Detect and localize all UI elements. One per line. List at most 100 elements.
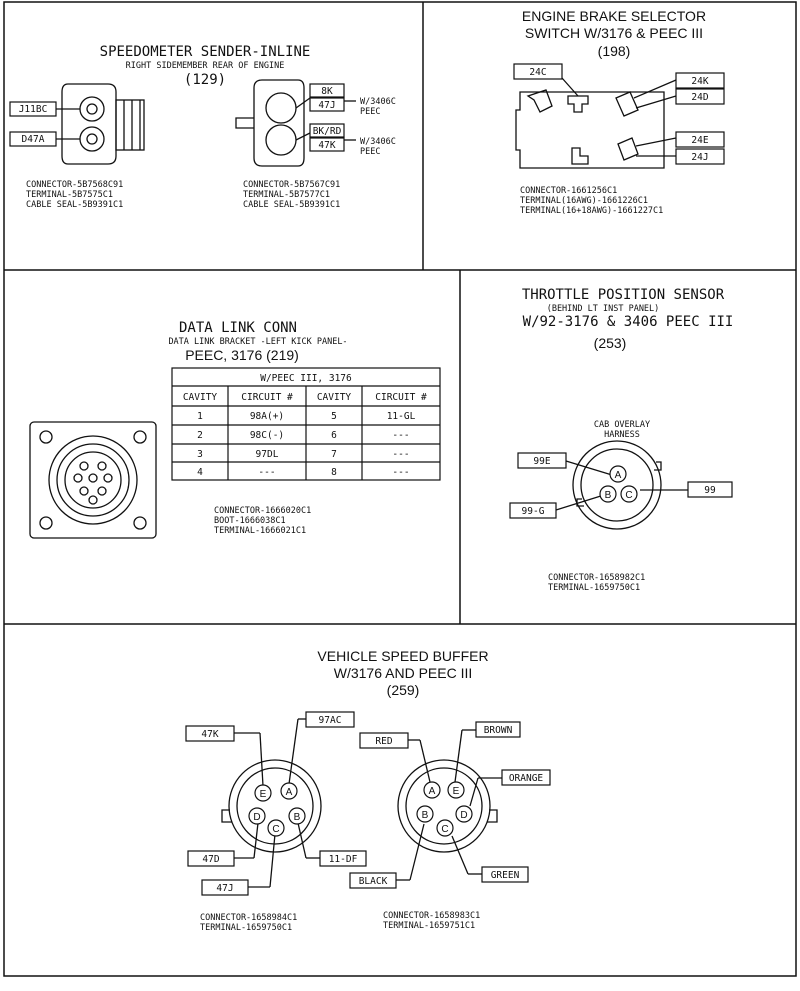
speedometer-note2b: PEEC <box>360 147 380 157</box>
pin-label: C <box>272 824 279 835</box>
wire-label-47j: 47J <box>318 100 335 111</box>
data-link-part: TERMINAL-1666021C1 <box>214 526 306 536</box>
speedometer-left-part: TERMINAL-5B7575C1 <box>26 190 113 200</box>
pin-label: B <box>422 810 429 821</box>
wire-label-47k: 47K <box>318 140 335 151</box>
table-header-cell: CAVITY <box>183 392 218 403</box>
wire-label-green: GREEN <box>491 870 520 881</box>
wire-label-black: BLACK <box>359 876 388 887</box>
throttle-subtitle: (BEHIND LT INST PANEL) <box>547 304 660 314</box>
speedometer-title: SPEEDOMETER SENDER-INLINE <box>100 44 311 60</box>
speedometer-right-connector <box>235 79 356 167</box>
speedometer-right-part: TERMINAL-5B7577C1 <box>243 190 330 200</box>
pin-label: E <box>453 786 460 797</box>
speedometer-note2: W/3406C <box>360 137 396 147</box>
pin-label: B <box>605 490 612 501</box>
pin-label: D <box>253 812 260 823</box>
wire-label-47k: 47K <box>201 729 218 740</box>
data-link-part: CONNECTOR-1666020C1 <box>214 506 311 516</box>
table-cell: 98C(-) <box>250 430 284 441</box>
table-cell: --- <box>392 430 409 441</box>
speedometer-left-part: CONNECTOR-5B7568C91 <box>26 180 123 190</box>
table-header-cell: CAVITY <box>317 392 352 403</box>
table-header-cell: CIRCUIT # <box>375 392 427 403</box>
table-cell: 6 <box>331 430 337 441</box>
table-cell: 98A(+) <box>250 411 284 422</box>
wire-label-red: RED <box>375 736 392 747</box>
throttle-harness: HARNESS <box>604 430 640 440</box>
data-link-table <box>171 367 441 481</box>
table-cell: 97DL <box>256 449 279 460</box>
throttle-part: TERMINAL-1659750C1 <box>548 583 640 593</box>
speedometer-note1: W/3406C <box>360 97 396 107</box>
vsb-left-part: CONNECTOR-1658984C1 <box>200 913 297 923</box>
vsb-title2: W/3176 AND PEEC III <box>334 665 473 681</box>
table-header-cell: CIRCUIT # <box>241 392 293 403</box>
wire-label-99: 99 <box>704 485 716 496</box>
wire-label-24c: 24C <box>529 67 546 78</box>
vsb-ref: (259) <box>387 682 420 698</box>
pin-label: C <box>441 824 448 835</box>
wire-label-8k: 8K <box>321 86 333 97</box>
wire-label-bk-rd: BK/RD <box>313 126 342 137</box>
speedometer-left-connector <box>56 83 145 165</box>
pin-label: A <box>286 787 293 798</box>
table-cell: 3 <box>197 449 203 460</box>
wire-label-box <box>9 131 57 147</box>
engine-brake-part: CONNECTOR-1661256C1 <box>520 186 617 196</box>
vsb-right-part: TERMINAL-1659751C1 <box>383 921 475 931</box>
wire-label-99e: 99E <box>533 456 550 467</box>
wire-label-brown: BROWN <box>484 725 513 736</box>
data-link-part: BOOT-1666038C1 <box>214 516 286 526</box>
table-cell: 8 <box>331 467 337 478</box>
vsb-title1: VEHICLE SPEED BUFFER <box>317 648 488 664</box>
wire-label-11df: 11-DF <box>329 854 358 865</box>
vsb-left-connector <box>221 718 322 888</box>
pin-label: E <box>260 789 267 800</box>
wire-label-24j: 24J <box>691 152 708 163</box>
wire-label-99g: 99-G <box>522 506 545 517</box>
data-link-title: DATA LINK CONN <box>179 320 297 336</box>
wire-label-24k: 24K <box>691 76 708 87</box>
speedometer-note1b: PEEC <box>360 107 380 117</box>
data-link-subtitle: DATA LINK BRACKET -LEFT KICK PANEL- <box>168 337 347 347</box>
vsb-right-part: CONNECTOR-1658983C1 <box>383 911 480 921</box>
throttle-title: THROTTLE POSITION SENSOR <box>522 287 725 303</box>
wire-label-24d: 24D <box>691 92 708 103</box>
wire-label-box <box>9 101 57 117</box>
data-link-connector <box>29 421 157 539</box>
throttle-ref: (253) <box>594 335 627 351</box>
wire-label-47d: 47D <box>202 854 219 865</box>
engine-brake-part: TERMINAL(16+18AWG)-1661227C1 <box>520 206 663 216</box>
pin-label: A <box>429 786 436 797</box>
table-cell: --- <box>392 449 409 460</box>
speedometer-subtitle: RIGHT SIDEMEMBER REAR OF ENGINE <box>126 61 285 71</box>
pin-label: C <box>625 490 632 501</box>
engine-brake-title1: ENGINE BRAKE SELECTOR <box>522 8 706 24</box>
table-cell: 2 <box>197 430 203 441</box>
wire-label-orange: ORANGE <box>509 773 544 784</box>
table-cell: 1 <box>197 411 203 422</box>
throttle-connector <box>555 440 688 530</box>
wire-label-97ac: 97AC <box>319 715 342 726</box>
engine-brake-switch <box>515 77 677 169</box>
speedometer-right-part: CABLE SEAL-5B9391C1 <box>243 200 340 210</box>
speedometer-right-part: CONNECTOR-5B7567C91 <box>243 180 340 190</box>
table-cell: 7 <box>331 449 337 460</box>
table-cell: --- <box>258 467 275 478</box>
table-cell: 11-GL <box>387 411 416 422</box>
throttle-harness: CAB OVERLAY <box>594 420 650 430</box>
wire-label-47j: 47J <box>216 883 233 894</box>
table-cell: --- <box>392 467 409 478</box>
engine-brake-part: TERMINAL(16AWG)-1661226C1 <box>520 196 648 206</box>
throttle-title2: W/92-3176 & 3406 PEEC III <box>523 314 734 330</box>
table-cell: 4 <box>197 467 203 478</box>
engine-brake-ref: (198) <box>598 43 631 59</box>
pin-label: D <box>460 810 467 821</box>
